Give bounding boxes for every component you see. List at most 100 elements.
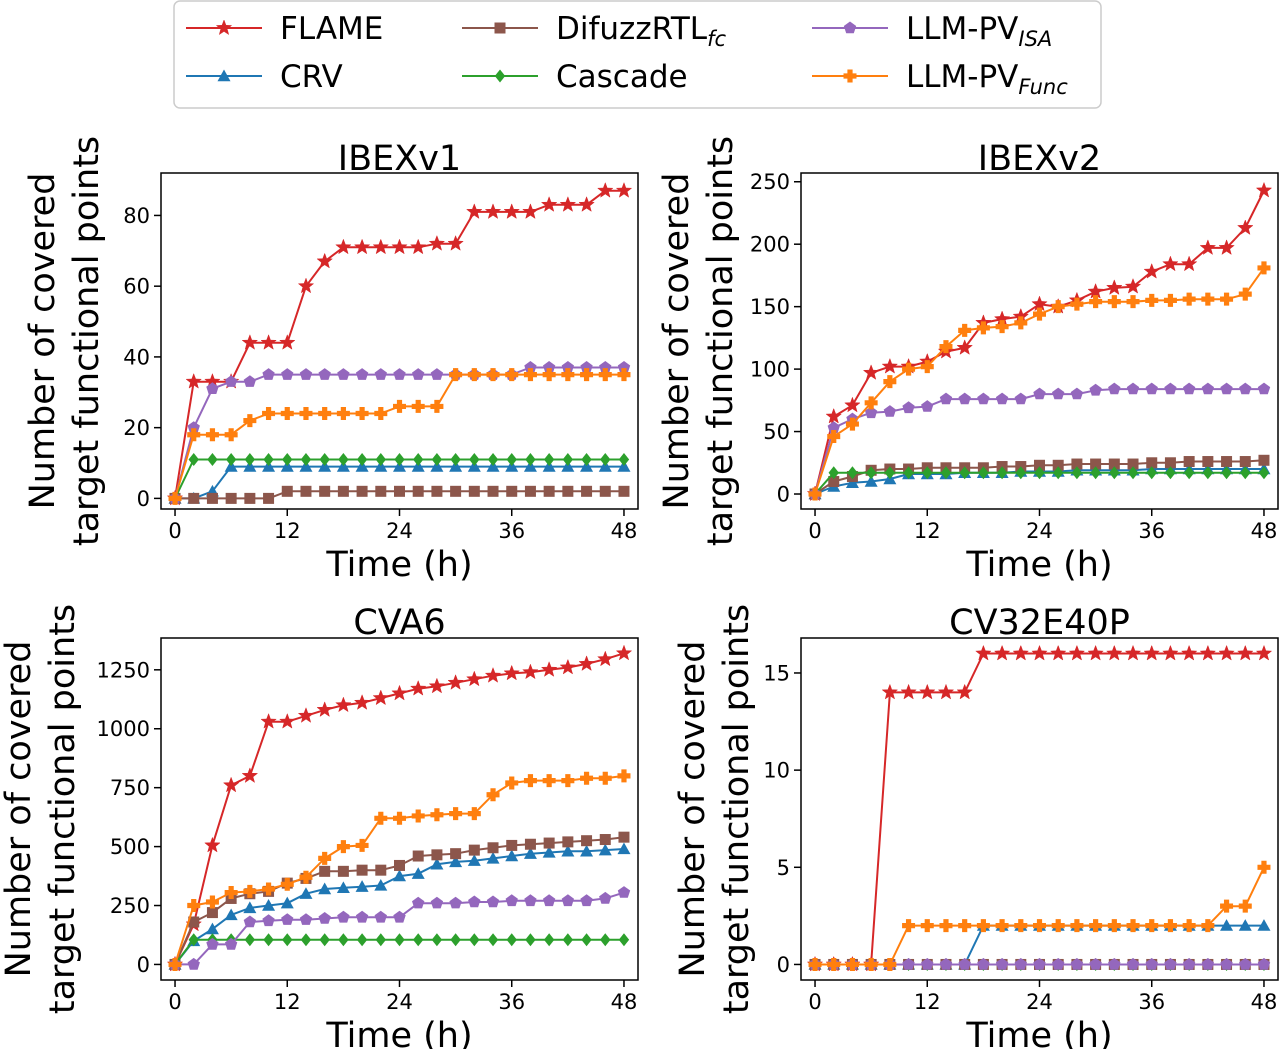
data-point-llm-pv-isa (262, 914, 275, 927)
series-line-flame (814, 190, 1265, 495)
data-point-cascade (1053, 466, 1064, 480)
x-tick-label: 36 (498, 519, 525, 543)
data-point-flame (1180, 255, 1198, 272)
data-point-llm-pv-func (976, 919, 990, 933)
data-point-difuzzrtl (1202, 456, 1214, 468)
data-point-flame (185, 372, 202, 389)
data-point-llm-pv-isa (1183, 382, 1196, 395)
data-point-flame (597, 181, 614, 198)
data-point-llm-pv-func (561, 774, 575, 788)
data-point-llm-pv-isa (281, 913, 294, 925)
series-cascade (169, 933, 630, 971)
data-point-difuzzrtl (206, 492, 218, 504)
data-point-llm-pv-func (1238, 287, 1252, 301)
legend-marker-crv (217, 69, 231, 82)
legend-marker-flame (215, 19, 233, 36)
data-point-llm-pv-isa (977, 392, 990, 405)
data-point-crv (617, 842, 631, 855)
data-point-llm-pv-isa (206, 937, 219, 950)
x-tick-label: 48 (1251, 990, 1278, 1014)
data-point-flame (1012, 644, 1030, 661)
data-point-llm-pv-func (318, 407, 332, 421)
data-point-crv (336, 881, 350, 894)
data-point-llm-pv-func (958, 323, 972, 337)
data-point-llm-pv-isa (995, 958, 1009, 970)
data-point-crv (355, 880, 369, 892)
data-point-cascade (487, 452, 499, 466)
data-point-llm-pv-func (374, 407, 388, 421)
data-point-llm-pv-func (542, 774, 556, 788)
legend-item-difuzzrtl: DifuzzRTLfc (462, 11, 726, 51)
data-point-llm-pv-isa (243, 375, 256, 387)
data-point-llm-pv-func (1033, 919, 1046, 933)
legend-marker-llm-pv-func (843, 69, 857, 83)
data-point-llm-pv-isa (1220, 382, 1233, 395)
y-tick-label: 1000 (97, 717, 150, 741)
data-point-llm-pv-func (1107, 295, 1121, 309)
data-point-flame (1031, 644, 1048, 661)
data-point-cascade (996, 466, 1008, 480)
data-point-cascade (543, 933, 555, 947)
data-point-difuzzrtl (1127, 458, 1139, 470)
data-point-llm-pv-func (1145, 293, 1159, 307)
data-point-llm-pv-func (1014, 316, 1028, 330)
data-point-llm-pv-isa (225, 375, 238, 387)
data-point-flame (1143, 262, 1160, 279)
data-point-cascade (338, 452, 349, 466)
legend-marker-shape (494, 69, 506, 83)
data-point-difuzzrtl (356, 864, 368, 876)
legend-label-llm-pv-isa: LLM-PVISA (906, 11, 1052, 51)
data-point-difuzzrtl (1052, 459, 1064, 471)
series-flame (806, 181, 1273, 502)
data-point-cascade (450, 452, 461, 466)
data-point-llm-pv-isa (902, 401, 915, 414)
data-point-llm-pv-isa (1052, 958, 1065, 970)
data-point-llm-pv-func (902, 362, 916, 376)
data-point-flame (993, 644, 1011, 661)
data-point-cascade (847, 466, 858, 480)
data-point-llm-pv-func (1220, 292, 1234, 306)
data-point-cascade (884, 466, 896, 480)
data-point-llm-pv-isa (1052, 387, 1065, 400)
data-point-llm-pv-isa (561, 361, 574, 373)
data-point-llm-pv-func (1089, 295, 1103, 309)
data-point-llm-pv-isa (902, 958, 915, 970)
data-point-flame (279, 334, 296, 350)
series-flame (166, 644, 633, 972)
data-point-crv (374, 878, 388, 891)
data-point-flame (578, 655, 595, 671)
data-point-llm-pv-isa (524, 894, 537, 907)
data-point-llm-pv-isa (187, 957, 200, 970)
data-point-difuzzrtl (188, 492, 200, 504)
data-point-llm-pv-func (1126, 295, 1140, 309)
data-point-llm-pv-isa (430, 368, 444, 380)
data-point-flame (260, 334, 277, 350)
data-point-flame (900, 683, 917, 700)
data-point-flame (919, 683, 936, 700)
data-point-difuzzrtl (1146, 457, 1158, 469)
data-point-llm-pv-func (1051, 919, 1065, 933)
data-point-cascade (1258, 466, 1270, 480)
data-point-cascade (506, 452, 517, 466)
data-point-flame (353, 238, 371, 255)
data-point-flame (409, 679, 427, 696)
data-point-difuzzrtl (1258, 454, 1270, 466)
data-point-llm-pv-func (187, 899, 201, 913)
data-point-flame (862, 364, 880, 380)
legend-marker-difuzzrtl (494, 22, 506, 34)
data-point-cascade (375, 452, 386, 466)
data-point-llm-pv-func (318, 851, 332, 865)
data-point-difuzzrtl (206, 907, 218, 919)
data-point-llm-pv-isa (580, 894, 593, 907)
data-point-flame (1087, 644, 1104, 661)
series-llm-pv-isa (168, 886, 631, 970)
legend: FLAME CRV DifuzzRTLfc Cascade LLM-PVISA … (173, 0, 1102, 109)
data-point-cascade (263, 452, 274, 466)
data-point-llm-pv-isa (318, 368, 331, 380)
data-point-cascade (413, 452, 424, 466)
data-point-difuzzrtl (828, 476, 840, 488)
data-point-llm-pv-func (845, 417, 859, 431)
data-point-flame (428, 677, 446, 694)
data-point-difuzzrtl (506, 485, 518, 497)
